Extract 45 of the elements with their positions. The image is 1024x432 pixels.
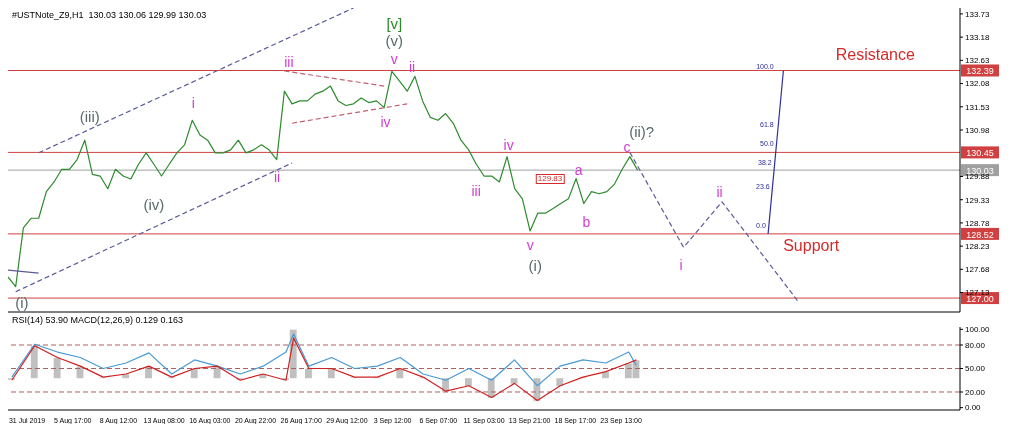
annotation: 129.83: [535, 173, 565, 184]
annotation: Support: [783, 237, 840, 255]
annotation: (v): [385, 31, 404, 49]
annotation: (ii)?: [629, 122, 655, 140]
annotation: b: [582, 213, 591, 230]
ref-line-label: 127.00: [966, 294, 994, 305]
ref-line-label: 130.45: [966, 148, 994, 159]
annotation: (iv): [143, 195, 165, 213]
ref-line-label: 128.52: [966, 229, 994, 240]
y-tick-label: 0.00: [965, 403, 982, 413]
annotation: v: [390, 50, 398, 67]
chart-title: #USTNote_Z9,H1 130.03 130.06 129.99 130.03: [12, 10, 207, 20]
y-tick-label: 80.00: [965, 340, 986, 350]
annotation: (i): [528, 256, 542, 274]
annotation: v: [526, 237, 534, 254]
y-tick-label: 128.23: [965, 241, 991, 251]
y-tick-label: 20.00: [965, 387, 986, 397]
annotation: iii: [284, 53, 294, 70]
y-tick-label: 130.98: [965, 125, 991, 135]
ref-line-label: 132.39: [966, 66, 994, 77]
annotation: ii: [408, 58, 416, 75]
annotation: iii: [471, 183, 481, 200]
y-tick-label: 50.00: [965, 364, 986, 374]
y-tick-label: 133.18: [965, 32, 991, 42]
annotation: a: [574, 161, 583, 178]
annotation: iv: [503, 137, 514, 154]
y-tick-label: 128.78: [965, 218, 991, 228]
annotation: ii: [716, 184, 723, 201]
y-tick-label: 133.73: [965, 9, 991, 19]
annotation: (i): [15, 293, 29, 311]
y-tick-label: 127.68: [965, 265, 991, 275]
annotation: i: [191, 95, 195, 112]
y-tick-label: 132.63: [965, 56, 991, 66]
chart-title: RSI(14) 53.90 MACD(12,26,9) 0.129 0.163: [12, 315, 184, 325]
y-tick-label: 132.08: [965, 79, 991, 89]
annotation: Resistance: [835, 46, 915, 64]
y-tick-label: 131.53: [965, 102, 991, 112]
annotation: i: [679, 256, 683, 273]
y-tick-label: 129.33: [965, 195, 991, 205]
annotation: (iii): [79, 107, 100, 125]
annotation: c: [623, 139, 631, 156]
annotation: iv: [380, 113, 391, 130]
annotation: ii: [273, 168, 281, 185]
annotation: [v]: [386, 14, 403, 32]
y-tick-label: 100.00: [965, 325, 991, 335]
